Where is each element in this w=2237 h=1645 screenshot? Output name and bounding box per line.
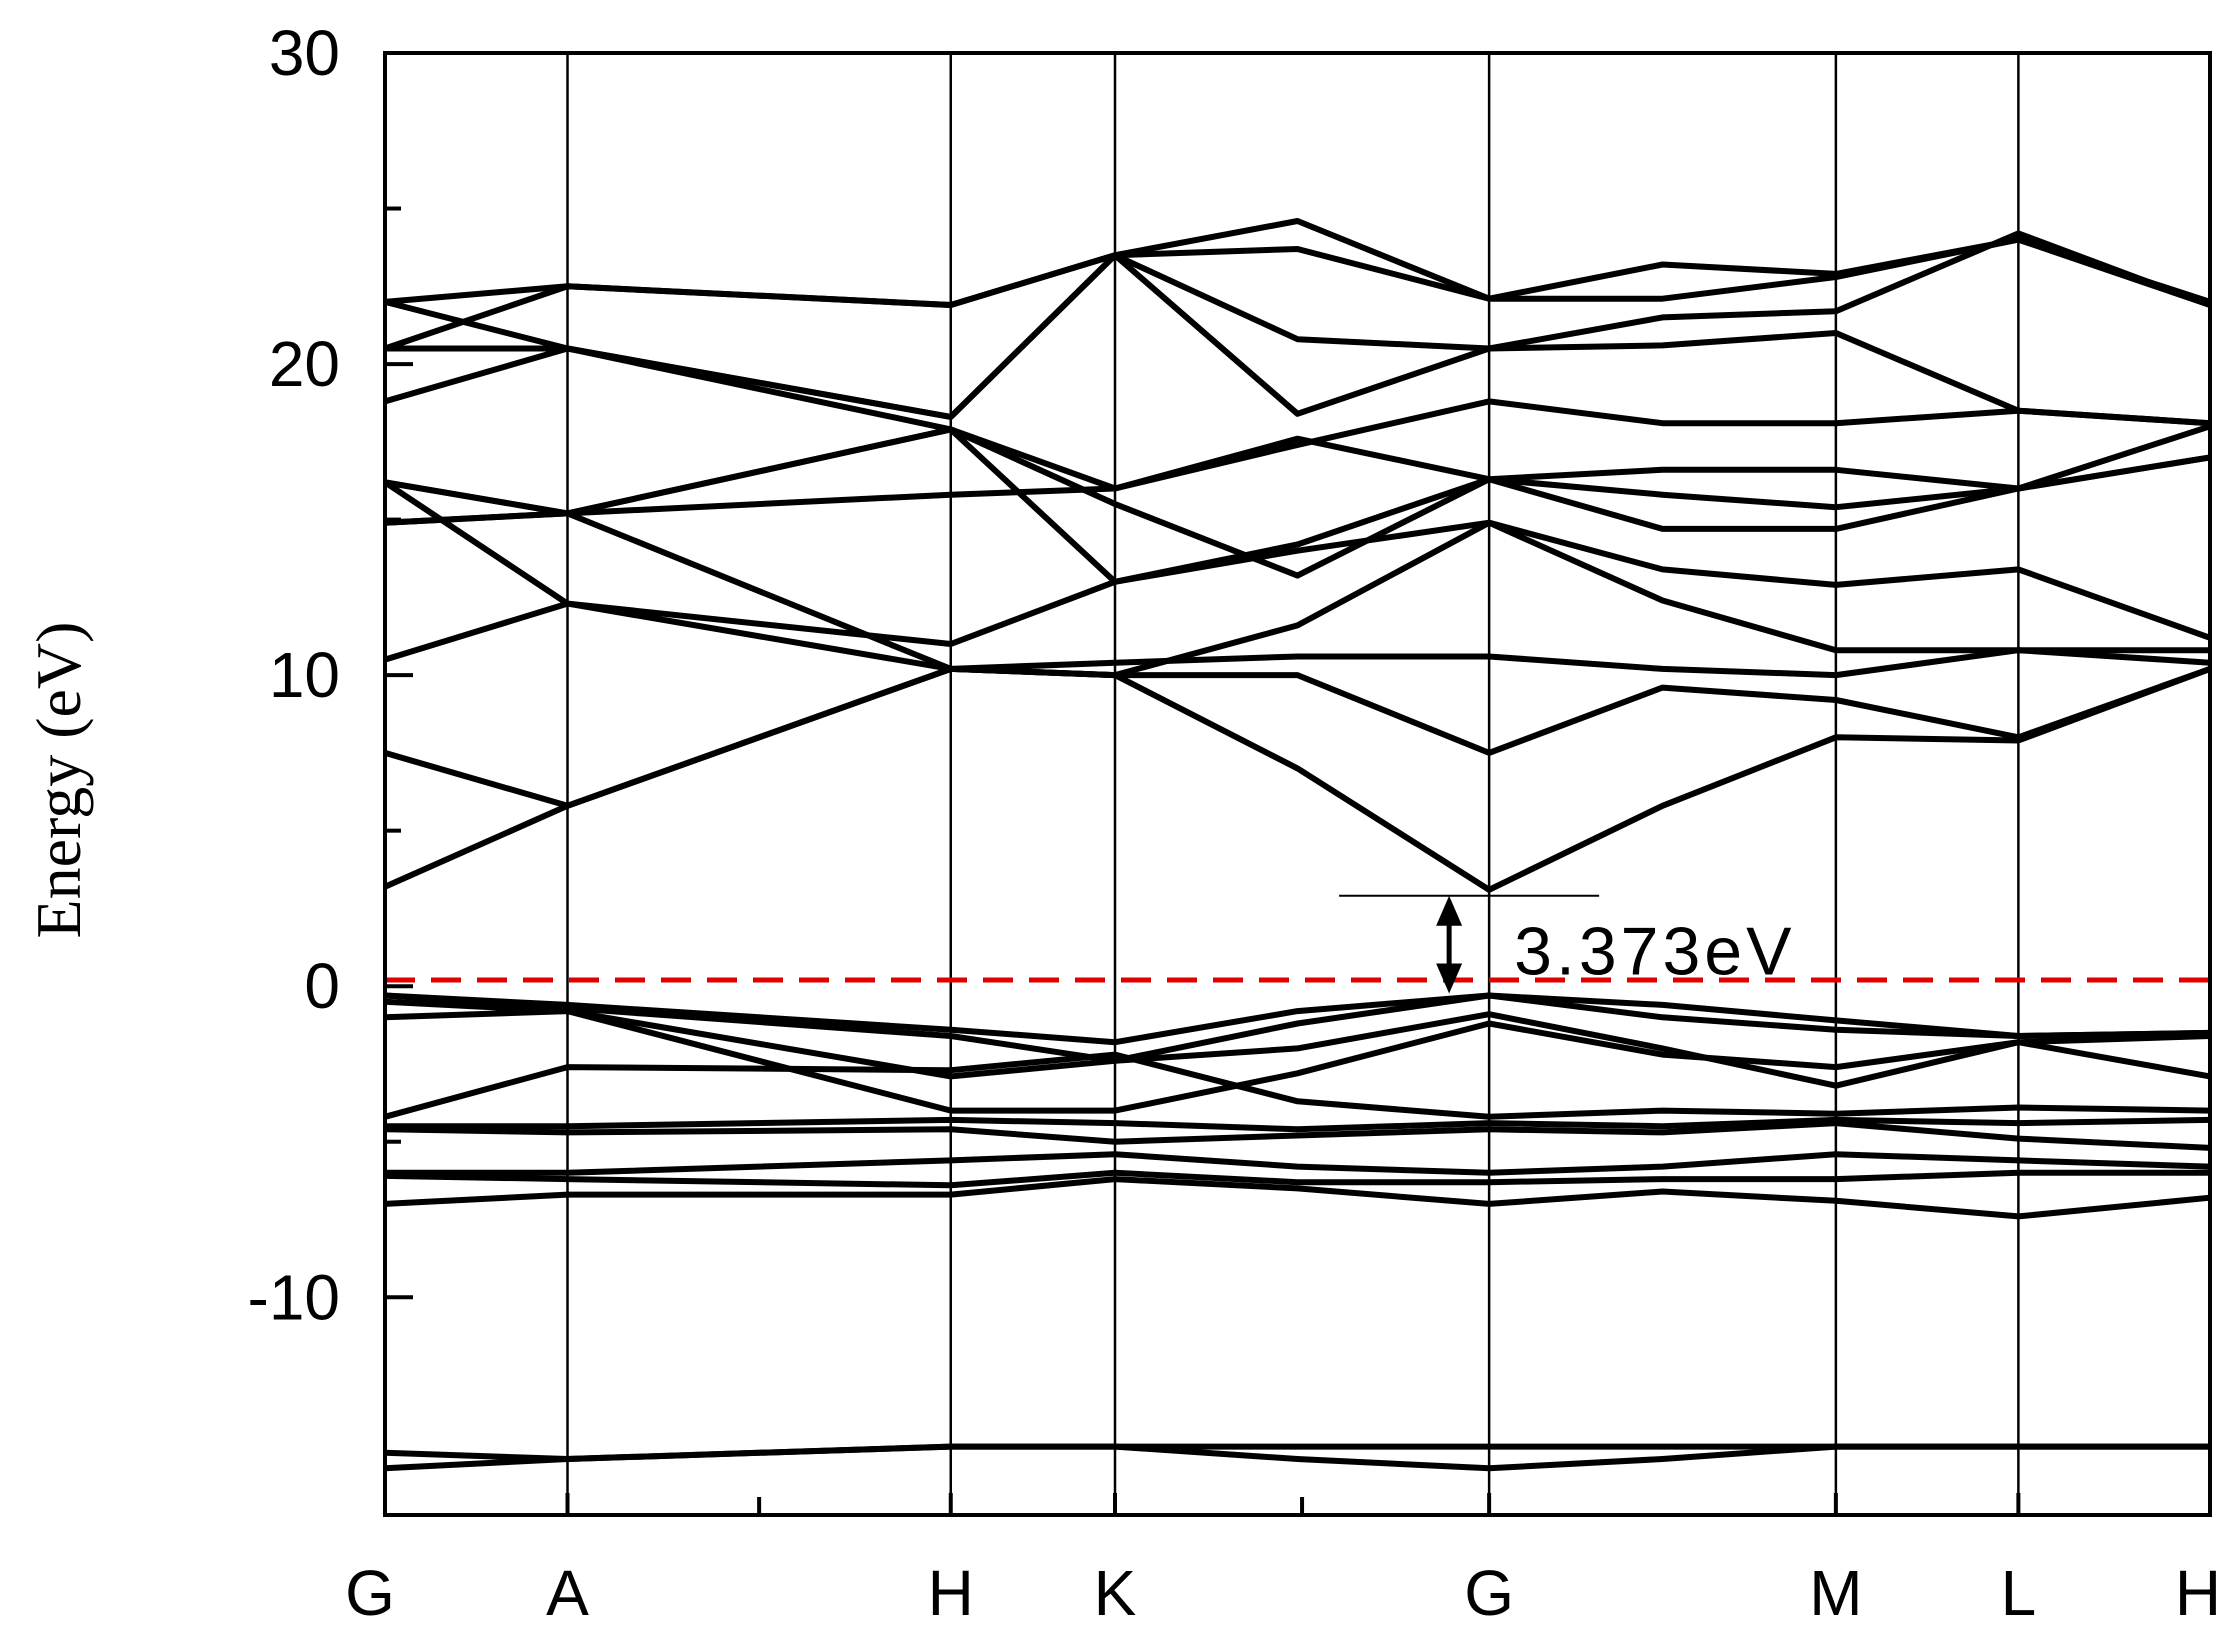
x-tick-label: A	[546, 1557, 589, 1629]
band-line	[383, 479, 2210, 654]
band-line	[384, 236, 2211, 308]
band-line	[384, 1169, 2210, 1189]
y-tick-label: 30	[269, 17, 340, 89]
y-tick-label: 10	[269, 639, 340, 711]
x-tick-label: H	[2175, 1557, 2221, 1629]
plot-frame	[383, 51, 2212, 1517]
band-line	[383, 665, 2212, 893]
band-line	[384, 998, 2211, 1089]
band-line	[384, 435, 2211, 526]
band-line	[384, 426, 2211, 579]
band-line	[384, 1051, 2211, 1120]
y-tick-label: -10	[248, 1261, 341, 1333]
band-line	[384, 423, 2211, 585]
x-tick-label: G	[345, 1557, 395, 1629]
band-line	[384, 252, 2211, 427]
band-gap-annotation: 3.373eV	[1339, 894, 1795, 994]
band-line	[385, 1151, 2211, 1176]
x-tick-label: M	[1809, 1557, 1862, 1629]
band-line	[384, 1008, 2211, 1114]
band-gap-label: 3.373eV	[1514, 914, 1795, 990]
band-line	[384, 1120, 2211, 1151]
gap-arrow-head-down	[1436, 963, 1463, 994]
y-axis-label: Energy (eV)	[23, 622, 94, 939]
band-line	[384, 600, 2211, 679]
x-tick-label: K	[1094, 1557, 1137, 1629]
x-tick-label: G	[1464, 1557, 1514, 1629]
x-tick-label: L	[2001, 1557, 2037, 1629]
band-line	[384, 1176, 2211, 1220]
gap-arrow-head-up	[1436, 895, 1463, 926]
band-line	[384, 992, 2211, 1046]
y-axis-ticks: -10 0 10 20 30	[248, 17, 413, 1455]
band-line	[384, 665, 2212, 809]
y-tick-label: 0	[304, 950, 340, 1022]
band-line	[384, 992, 2211, 1064]
band-line	[385, 1116, 2211, 1133]
band-line	[384, 345, 2211, 492]
band-line	[384, 218, 2211, 420]
x-tick-label: H	[928, 1557, 974, 1629]
band-lines	[383, 218, 2212, 1472]
band-line	[384, 479, 2212, 679]
band-line	[384, 1443, 2210, 1462]
band-line	[385, 230, 2212, 420]
y-tick-label: 20	[269, 328, 340, 400]
